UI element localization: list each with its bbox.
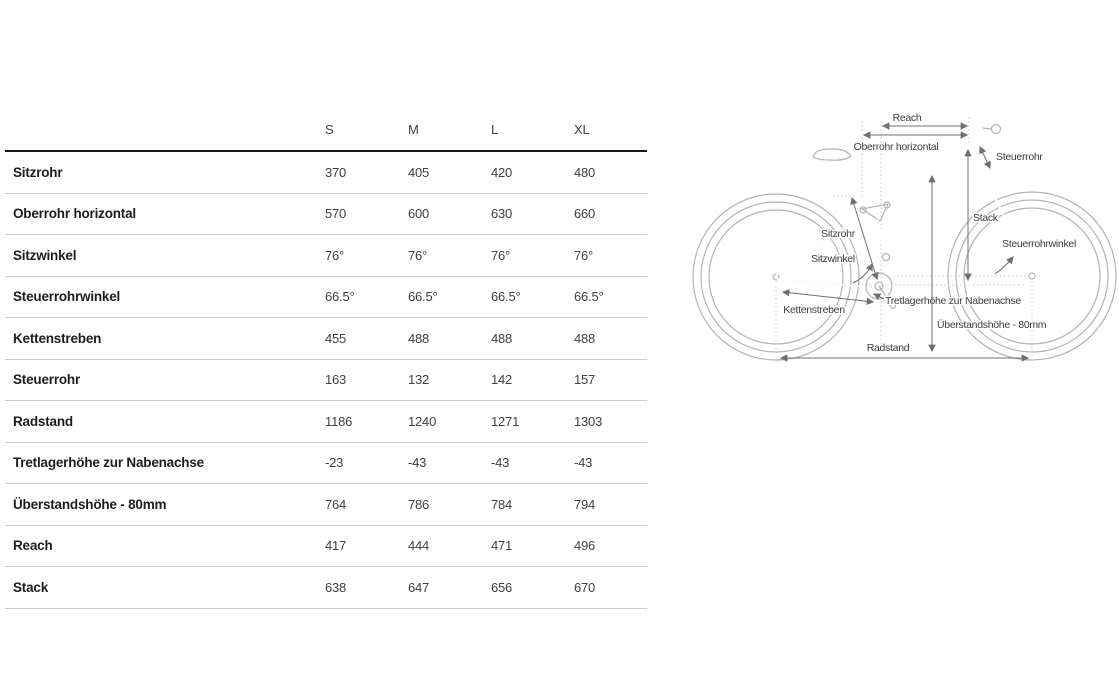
kettenstreben-dimension: Kettenstreben [782,288,875,318]
cell: 600 [408,206,430,222]
steuerrohrwinkel-label: Steuerrohrwinkel [1002,238,1076,250]
dimension-arrows: Reach Oberrohr horizontal Steuerrohr Sta… [779,111,1078,362]
cell: 76° [574,247,594,263]
row-label: Steuerrohr [13,372,81,388]
cell: 630 [491,206,513,222]
cell: 660 [574,206,596,222]
oberrohr-label: Oberrohr horizontal [854,141,939,153]
cell: 471 [491,538,513,554]
table-row: Tretlagerhöhe zur Nabenachse -23 -43 -43… [5,443,647,484]
stack-label: Stack [973,212,999,224]
cell: 570 [325,206,347,222]
radstand-label: Radstand [867,342,910,354]
cell: -43 [491,455,510,471]
cell: 66.5° [491,289,521,305]
row-label: Überstandshöhe - 80mm [13,496,167,512]
ueberstandshoehe-dimension: Überstandshöhe - 80mm [928,174,1049,353]
table-row: Kettenstreben 455 488 488 488 [5,318,647,360]
cell: 488 [491,330,513,346]
oberrohr-dimension: Oberrohr horizontal [852,131,969,155]
rear-wheel [692,193,860,361]
col-header-s: S [325,121,334,137]
row-label: Sitzwinkel [13,247,77,263]
cell: 488 [408,330,430,346]
col-header-m: M [408,121,419,137]
table-row: Steuerrohrwinkel 66.5° 66.5° 66.5° 66.5° [5,277,647,318]
cell: 1186 [325,413,353,429]
table-row: Radstand 1186 1240 1271 1303 [5,401,647,443]
cell: 444 [408,538,430,554]
cell: 496 [574,538,596,554]
table-row: Oberrohr horizontal 570 600 630 660 [5,194,647,235]
row-label: Tretlagerhöhe zur Nabenachse [13,455,204,471]
cell: 786 [408,496,430,512]
table-row: Überstandshöhe - 80mm 764 786 784 794 [5,484,647,526]
row-label: Oberrohr horizontal [13,206,136,222]
row-label: Radstand [13,413,73,429]
cell: 132 [408,372,430,388]
stack-dimension: Stack [964,148,1001,282]
row-label: Stack [13,579,49,595]
table-row: Sitzwinkel 76° 76° 76° 76° [5,235,647,277]
steuerrohr-dimension: Steuerrohr [979,145,1045,170]
cell: 157 [574,372,596,388]
row-label: Reach [13,538,53,554]
sitzrohr-label: Sitzrohr [821,228,856,240]
col-header-xl: XL [574,121,590,137]
row-label: Sitzrohr [13,164,63,180]
cell: 420 [491,164,513,180]
cell: 670 [574,579,596,595]
cell: -23 [325,455,344,471]
cell: 455 [325,330,347,346]
cell: 764 [325,496,347,512]
cell: 488 [574,330,596,346]
table-row: Stack 638 647 656 670 [5,567,647,609]
steuerrohrwinkel-dimension: Steuerrohrwinkel [994,237,1078,275]
cell: 76° [408,247,428,263]
cell: 417 [325,538,347,554]
cell: 142 [491,372,513,388]
cell: 480 [574,164,596,180]
reach-dimension: Reach [881,111,969,130]
cell: 647 [408,579,430,595]
cell: 66.5° [325,289,355,305]
table-row: Sitzrohr 370 405 420 480 [5,152,647,194]
steuerrohr-label: Steuerrohr [996,151,1043,163]
radstand-dimension: Radstand [779,341,1030,362]
cell: 638 [325,579,347,595]
cell: -43 [574,455,593,471]
cell: 1271 [491,413,520,429]
reach-label: Reach [893,112,922,124]
cell: 784 [491,496,513,512]
row-label: Kettenstreben [13,330,102,346]
geometry-table: S M L XL Sitzrohr 370 405 420 480 Oberro… [5,108,647,609]
cell: 794 [574,496,596,512]
cell: -43 [408,455,427,471]
cell: 76° [491,247,511,263]
table-row: Reach 417 444 471 496 [5,526,647,567]
kettenstreben-label: Kettenstreben [783,304,845,316]
cell: 405 [408,164,430,180]
cell: 76° [325,247,345,263]
sitzwinkel-dimension: Sitzwinkel [810,252,873,284]
sitzrohr-dimension: Sitzrohr [820,196,879,281]
cell: 163 [325,372,347,388]
tretlagerhoehe-dimension: Tretlagerhöhe zur Nabenachse [872,293,1023,309]
sitzwinkel-label: Sitzwinkel [811,253,855,265]
col-header-l: L [491,121,499,137]
row-label: Steuerrohrwinkel [13,289,121,305]
cell: 1303 [574,413,603,429]
cell: 656 [491,579,513,595]
cell: 66.5° [574,289,604,305]
bike-geometry-diagram: Reach Oberrohr horizontal Steuerrohr Sta… [692,111,1117,362]
ueberstandshoehe-label: Überstandshöhe - 80mm [937,319,1047,331]
table-header-row: S M L XL [5,108,647,152]
cell: 1240 [408,413,437,429]
cell: 370 [325,164,347,180]
table-row: Steuerrohr 163 132 142 157 [5,360,647,401]
tretlagerhoehe-label: Tretlagerhöhe zur Nabenachse [885,295,1021,307]
cell: 66.5° [408,289,438,305]
